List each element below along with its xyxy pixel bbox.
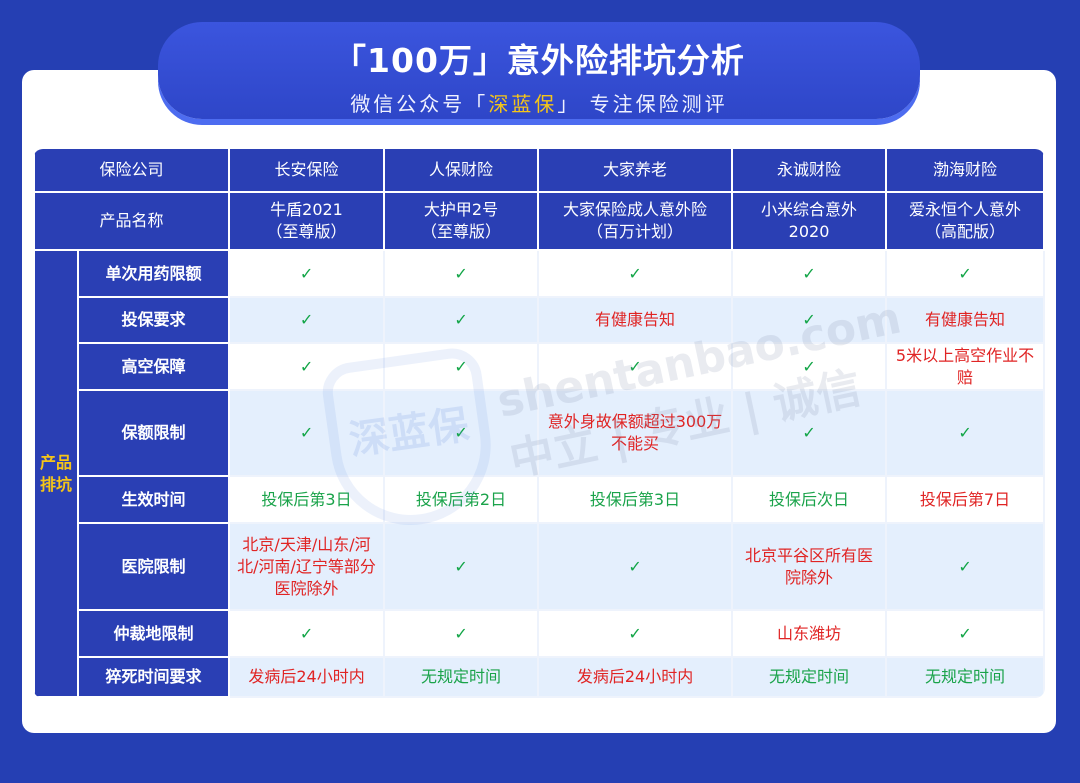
cell-text: 北京平谷区所有医院除外: [731, 522, 888, 611]
company-name: 永诚财险: [731, 149, 888, 193]
cell-text: 投保后次日: [731, 475, 888, 524]
table-row: 高空保障 ✓ ✓ ✓ ✓ 5米以上高空作业不赔: [34, 342, 1046, 391]
product-name-line: （至尊版）: [266, 222, 347, 241]
table-row: 仲裁地限制 ✓ ✓ ✓ 山东潍坊 ✓: [34, 609, 1046, 658]
check-icon: ✓: [383, 389, 540, 477]
product-name-line: （至尊版）: [421, 222, 502, 241]
category-label: 产品排坑: [33, 249, 79, 698]
check-icon: ✓: [537, 609, 734, 658]
row-label: 生效时间: [76, 475, 231, 524]
product-name-line: 爱永恒个人意外: [909, 200, 1022, 219]
check-icon: ✓: [885, 389, 1046, 477]
cell-text: 无规定时间: [885, 656, 1046, 698]
check-icon: ✓: [537, 249, 734, 298]
cell-text: 无规定时间: [731, 656, 888, 698]
check-icon: ✓: [383, 522, 540, 611]
cell-text: 北京/天津/山东/河北/河南/辽宁等部分医院除外: [228, 522, 386, 611]
row-label: 保额限制: [76, 389, 231, 477]
page-subtitle: 微信公众号「深蓝保」 专注保险测评: [158, 88, 920, 117]
cell-text: 意外身故保额超过300万不能买: [537, 389, 734, 477]
check-icon: ✓: [228, 296, 386, 344]
check-icon: ✓: [228, 389, 386, 477]
row-label: 高空保障: [76, 342, 231, 391]
title-banner: 「100万」意外险排坑分析 微信公众号「深蓝保」 专注保险测评: [158, 22, 920, 119]
table-row: 医院限制 北京/天津/山东/河北/河南/辽宁等部分医院除外 ✓ ✓ 北京平谷区所有医院除…: [34, 522, 1046, 611]
check-icon: ✓: [383, 609, 540, 658]
row-label: 猝死时间要求: [76, 656, 231, 698]
table-row: 生效时间 投保后第3日 投保后第2日 投保后第3日 投保后次日 投保后第7日: [34, 475, 1046, 524]
row-label: 单次用药限额: [76, 249, 231, 298]
check-icon: ✓: [731, 389, 888, 477]
company-name: 大家养老: [537, 149, 734, 193]
cell-text: 发病后24小时内: [537, 656, 734, 698]
product-row: 产品名称 牛盾2021 （至尊版） 大护甲2号 （至尊版） 大家保险成人意外险 （百万计划）…: [33, 191, 1046, 251]
product-name: 大家保险成人意外险 （百万计划）: [537, 191, 734, 251]
row-label: 投保要求: [76, 296, 231, 344]
check-icon: ✓: [228, 342, 386, 391]
company-name: 长安保险: [228, 149, 386, 193]
product-name-line: 大护甲2号: [423, 200, 499, 219]
cell-text: 投保后第7日: [885, 475, 1046, 524]
page-title: 「100万」意外险排坑分析: [333, 41, 745, 80]
check-icon: ✓: [731, 249, 888, 298]
comparison-table: 保险公司 长安保险 人保财险 大家养老 永诚财险 渤海财险 产品名称 牛盾2021 （至尊版）大…: [33, 149, 1046, 698]
table-row: 投保要求 ✓ ✓ 有健康告知 ✓ 有健康告知: [34, 296, 1046, 344]
row-label: 医院限制: [76, 522, 231, 611]
subtitle-brand: 深蓝保: [488, 92, 558, 116]
check-icon: ✓: [885, 609, 1046, 658]
subtitle-suffix: 」 专注保险测评: [557, 92, 728, 116]
product-name-line: 小米综合意外: [761, 200, 858, 219]
check-icon: ✓: [228, 249, 386, 298]
subtitle-prefix: 微信公众号「: [350, 92, 489, 116]
cell-text: 无规定时间: [383, 656, 540, 698]
check-icon: ✓: [383, 296, 540, 344]
product-name-line: （高配版）: [925, 222, 1006, 241]
check-icon: ✓: [537, 342, 734, 391]
cell-text: 有健康告知: [885, 296, 1046, 344]
product-name: 牛盾2021 （至尊版）: [228, 191, 386, 251]
check-icon: ✓: [228, 609, 386, 658]
company-label: 保险公司: [33, 149, 231, 193]
table-row: 猝死时间要求 发病后24小时内 无规定时间 发病后24小时内 无规定时间 无规定时间: [34, 656, 1046, 698]
check-icon: ✓: [383, 342, 540, 391]
check-icon: ✓: [731, 342, 888, 391]
cell-text: 投保后第3日: [537, 475, 734, 524]
check-icon: ✓: [537, 522, 734, 611]
cell-text: 发病后24小时内: [228, 656, 386, 698]
product-name-line: 牛盾2021: [270, 200, 343, 219]
cell-text: 5米以上高空作业不赔: [885, 342, 1046, 391]
product-name: 大护甲2号 （至尊版）: [383, 191, 540, 251]
table-row: 保额限制 ✓ ✓ 意外身故保额超过300万不能买 ✓ ✓: [34, 389, 1046, 477]
cell-text: 有健康告知: [537, 296, 734, 344]
company-name: 渤海财险: [885, 149, 1046, 193]
company-row: 保险公司 长安保险 人保财险 大家养老 永诚财险 渤海财险: [33, 149, 1046, 193]
check-icon: ✓: [885, 522, 1046, 611]
check-icon: ✓: [731, 296, 888, 344]
cell-text: 投保后第3日: [228, 475, 386, 524]
company-name: 人保财险: [383, 149, 540, 193]
product-name-line: （百万计划）: [587, 222, 684, 241]
product-name: 小米综合意外 2020: [731, 191, 888, 251]
check-icon: ✓: [383, 249, 540, 298]
product-name-line: 2020: [788, 222, 830, 241]
table-row: 产品排坑 单次用药限额 ✓ ✓ ✓ ✓ ✓: [33, 249, 1046, 698]
cell-text: 山东潍坊: [731, 609, 888, 658]
product-name-line: 大家保险成人意外险: [563, 200, 708, 219]
product-name: 爱永恒个人意外 （高配版）: [885, 191, 1046, 251]
row-label: 仲裁地限制: [76, 609, 231, 658]
cell-text: 投保后第2日: [383, 475, 540, 524]
check-icon: ✓: [885, 249, 1046, 298]
product-label: 产品名称: [33, 191, 231, 251]
